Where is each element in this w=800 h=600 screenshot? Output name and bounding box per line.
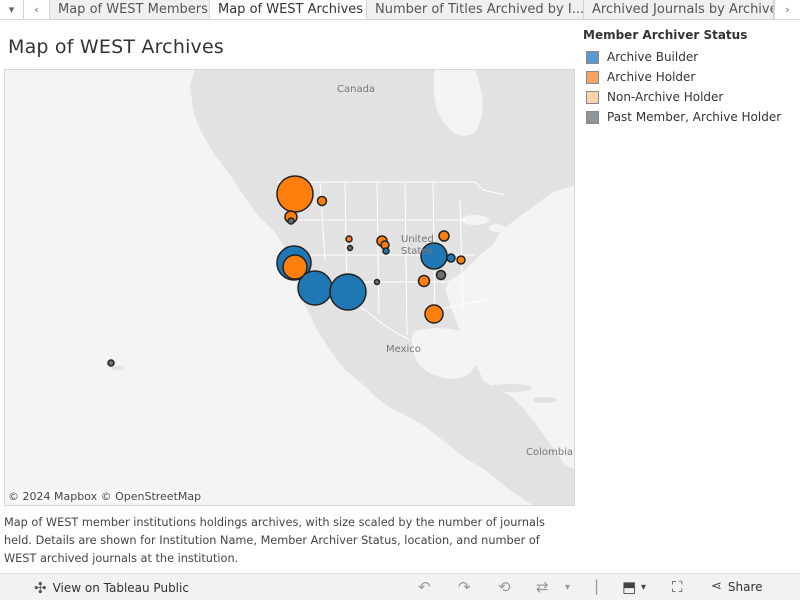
legend-swatch <box>586 50 599 64</box>
tab-number-of-titles-archived[interactable]: Number of Titles Archived by I... <box>367 0 584 19</box>
map-label-colombia: Colombia <box>526 447 573 458</box>
legend-item-archive-holder[interactable]: Archive Holder <box>583 67 798 87</box>
tab-label: Map of WEST Archives <box>218 2 364 17</box>
marker[interactable] <box>417 274 431 288</box>
sheet-tab-bar: ▾ ‹ Map of WEST Members Map of WEST Arch… <box>0 0 800 20</box>
tableau-logo-icon: ✣ <box>34 579 47 597</box>
legend-label: Non-Archive Holder <box>607 90 724 104</box>
legend-swatch <box>586 110 599 124</box>
marker[interactable] <box>446 253 456 263</box>
refresh-icon[interactable]: ⇄ <box>536 578 549 596</box>
cuba <box>488 384 532 392</box>
map-caption: Map of WEST member institutions holdings… <box>4 516 545 565</box>
marker[interactable] <box>424 304 444 324</box>
tab-map-of-west-members[interactable]: Map of WEST Members <box>50 0 210 19</box>
great-lakes <box>489 224 505 232</box>
legend-item-non-archive-holder[interactable]: Non-Archive Holder <box>583 87 798 107</box>
marker[interactable] <box>373 278 381 286</box>
marker[interactable] <box>316 195 328 207</box>
tab-prev-button[interactable]: ‹ <box>24 0 50 19</box>
marker[interactable] <box>346 244 354 252</box>
map-label-united-states: United States <box>401 234 434 257</box>
legend-swatch <box>586 90 599 104</box>
marker[interactable] <box>438 230 450 242</box>
map-canvas <box>5 70 574 505</box>
marker[interactable] <box>297 270 333 306</box>
revert-icon[interactable]: ⟲ <box>498 578 511 596</box>
great-lakes <box>461 215 489 225</box>
tab-map-of-west-archives[interactable]: Map of WEST Archives <box>210 0 367 19</box>
toolbar-divider: | <box>594 577 600 595</box>
hudson-bay <box>433 70 483 136</box>
view-on-tableau-public-label: View on Tableau Public <box>52 581 189 595</box>
map-label-canada: Canada <box>337 84 376 95</box>
map-label-mexico: Mexico <box>386 344 421 355</box>
legend-swatch <box>586 70 599 84</box>
refresh-menu-chevron-icon[interactable]: ▾ <box>565 582 571 593</box>
legend-item-past-member[interactable]: Past Member, Archive Holder <box>583 107 798 127</box>
marker-layer <box>107 175 466 367</box>
tab-menu-chevron-icon[interactable]: ▾ <box>0 0 24 19</box>
legend-title: Member Archiver Status <box>583 28 748 42</box>
download-menu-chevron-icon[interactable]: ▾ <box>641 582 647 593</box>
marker[interactable] <box>276 175 314 213</box>
marker[interactable] <box>435 269 447 281</box>
tab-label: Number of Titles Archived by I... <box>375 2 584 17</box>
map-view[interactable]: Canada United States Mexico Colombia © 2… <box>4 69 575 506</box>
marker[interactable] <box>282 254 308 280</box>
tab-label: Archived Journals by Archive... <box>592 2 774 17</box>
legend: Member Archiver Status Archive Builder A… <box>583 28 798 127</box>
download-icon[interactable]: ⬒ <box>622 578 637 596</box>
hispaniola <box>533 397 557 403</box>
marker[interactable] <box>107 359 115 367</box>
view-on-tableau-public-link[interactable]: ✣ View on Tableau Public <box>34 579 189 597</box>
legend-label: Archive Holder <box>607 70 696 84</box>
page-title: Map of WEST Archives <box>8 36 224 58</box>
tab-label: Map of WEST Members <box>58 2 208 17</box>
tab-archived-journals-by-archive[interactable]: Archived Journals by Archive... <box>584 0 774 19</box>
marker[interactable] <box>456 255 466 265</box>
legend-item-archive-builder[interactable]: Archive Builder <box>583 47 798 67</box>
marker[interactable] <box>382 247 390 255</box>
marker[interactable] <box>345 235 353 243</box>
hawaii-island <box>111 366 123 370</box>
marker[interactable] <box>287 217 295 225</box>
redo-icon[interactable]: ↷ <box>458 578 471 596</box>
fullscreen-icon[interactable]: ⛶ <box>672 578 683 596</box>
gulf-of-mexico <box>411 328 479 379</box>
tableau-toolbar: ✣ View on Tableau Public ↶ ↷ ⟲ ⇄ ▾ | ⬒ ▾… <box>0 573 800 600</box>
marker[interactable] <box>329 273 367 311</box>
tab-next-button[interactable]: › <box>774 0 800 19</box>
share-label: Share <box>727 579 763 594</box>
legend-label: Past Member, Archive Holder <box>607 110 782 124</box>
legend-label: Archive Builder <box>607 50 699 64</box>
share-button[interactable]: ⋖ Share <box>711 579 763 594</box>
map-attribution[interactable]: © 2024 Mapbox © OpenStreetMap <box>8 490 202 503</box>
undo-icon[interactable]: ↶ <box>418 578 431 596</box>
share-icon: ⋖ <box>711 579 722 594</box>
